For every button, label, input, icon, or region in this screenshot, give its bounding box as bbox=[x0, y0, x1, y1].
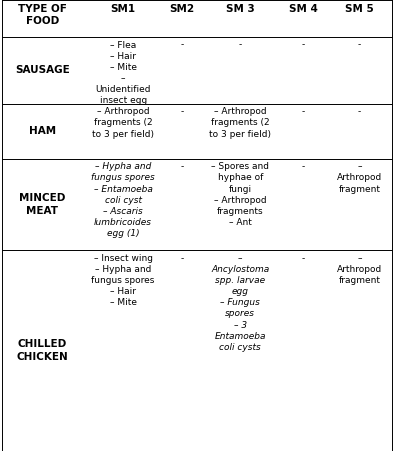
Text: HAM: HAM bbox=[29, 126, 56, 136]
Text: – Arthropod
fragments (2
to 3 per field): – Arthropod fragments (2 to 3 per field) bbox=[92, 107, 154, 138]
Text: -: - bbox=[358, 41, 361, 50]
Text: –
Arthropod
fragment: – Arthropod fragment bbox=[337, 254, 382, 285]
Text: -: - bbox=[302, 41, 305, 50]
Text: -: - bbox=[180, 41, 184, 50]
Text: MINCED
MEAT: MINCED MEAT bbox=[19, 193, 65, 216]
Text: –
Ancylostoma
spp. larvae
egg
– Fungus
spores
– 3
Entamoeba
coli cysts: – Ancylostoma spp. larvae egg – Fungus s… bbox=[211, 254, 269, 352]
Text: SM 3: SM 3 bbox=[226, 4, 255, 14]
Text: – Insect wing
– Hypha and
fungus spores
– Hair
– Mite: – Insect wing – Hypha and fungus spores … bbox=[91, 254, 155, 307]
Text: -: - bbox=[180, 107, 184, 116]
Text: SM 5: SM 5 bbox=[345, 4, 374, 14]
Text: – Hypha and
fungus spores
– Entamoeba
coli cyst
– Ascaris
lumbricoides
egg (1): – Hypha and fungus spores – Entamoeba co… bbox=[91, 162, 155, 238]
Text: -: - bbox=[180, 254, 184, 263]
Text: – Flea
– Hair
– Mite
–
Unidentified
insect egg: – Flea – Hair – Mite – Unidentified inse… bbox=[95, 41, 151, 105]
Text: – Arthropod
fragments (2
to 3 per field): – Arthropod fragments (2 to 3 per field) bbox=[209, 107, 271, 138]
Text: CHILLED
CHICKEN: CHILLED CHICKEN bbox=[17, 340, 68, 362]
Text: SM1: SM1 bbox=[111, 4, 136, 14]
Text: SM 4: SM 4 bbox=[289, 4, 318, 14]
Text: SAUSAGE: SAUSAGE bbox=[15, 65, 70, 75]
Text: -: - bbox=[358, 107, 361, 116]
Text: TYPE OF
FOOD: TYPE OF FOOD bbox=[18, 4, 67, 26]
Text: -: - bbox=[239, 41, 242, 50]
Text: -: - bbox=[180, 162, 184, 171]
Text: –
Arthropod
fragment: – Arthropod fragment bbox=[337, 162, 382, 193]
Text: – Spores and
hyphae of
fungi
– Arthropod
fragments
– Ant: – Spores and hyphae of fungi – Arthropod… bbox=[211, 162, 269, 227]
Text: -: - bbox=[302, 254, 305, 263]
Text: -: - bbox=[302, 162, 305, 171]
Text: SM2: SM2 bbox=[170, 4, 195, 14]
Text: -: - bbox=[302, 107, 305, 116]
